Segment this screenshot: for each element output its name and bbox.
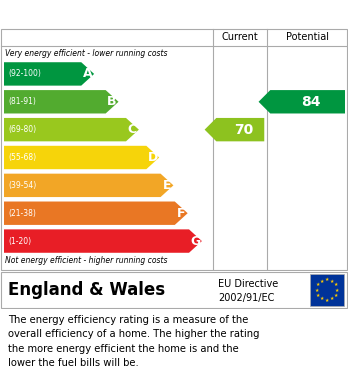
Text: Current: Current <box>222 32 259 42</box>
Text: (39-54): (39-54) <box>8 181 36 190</box>
Text: ★: ★ <box>325 277 329 282</box>
Text: Very energy efficient - lower running costs: Very energy efficient - lower running co… <box>5 49 167 58</box>
Polygon shape <box>4 146 159 169</box>
Text: ★: ★ <box>316 292 320 298</box>
Text: (55-68): (55-68) <box>8 153 36 162</box>
Text: EU Directive: EU Directive <box>218 279 278 289</box>
Text: 2002/91/EC: 2002/91/EC <box>218 292 275 303</box>
Text: ★: ★ <box>320 279 324 283</box>
Polygon shape <box>4 230 202 253</box>
Text: (81-91): (81-91) <box>8 97 36 106</box>
Text: ★: ★ <box>315 287 319 292</box>
Text: ★: ★ <box>325 298 329 303</box>
Polygon shape <box>4 118 139 141</box>
Polygon shape <box>4 201 188 225</box>
Text: The energy efficiency rating is a measure of the
overall efficiency of a home. T: The energy efficiency rating is a measur… <box>8 315 260 368</box>
Polygon shape <box>4 90 119 113</box>
Text: ★: ★ <box>330 279 334 283</box>
Bar <box>310 274 344 306</box>
Text: 70: 70 <box>234 123 253 136</box>
Text: F: F <box>177 207 185 220</box>
Text: Potential: Potential <box>286 32 329 42</box>
Text: ★: ★ <box>334 282 338 287</box>
Text: A: A <box>83 67 93 81</box>
Text: (69-80): (69-80) <box>8 125 36 134</box>
Polygon shape <box>4 62 94 86</box>
Text: ★: ★ <box>320 296 324 301</box>
Text: ★: ★ <box>316 282 320 287</box>
Text: 84: 84 <box>301 95 321 109</box>
Polygon shape <box>205 118 264 141</box>
Text: (21-38): (21-38) <box>8 209 36 218</box>
Polygon shape <box>259 90 345 113</box>
Text: England & Wales: England & Wales <box>8 281 165 299</box>
Text: ★: ★ <box>330 296 334 301</box>
Text: Not energy efficient - higher running costs: Not energy efficient - higher running co… <box>5 256 167 265</box>
Text: (92-100): (92-100) <box>8 70 41 79</box>
Polygon shape <box>4 174 173 197</box>
Text: ★: ★ <box>335 287 339 292</box>
Text: E: E <box>163 179 171 192</box>
Text: D: D <box>148 151 158 164</box>
Text: C: C <box>128 123 137 136</box>
Text: B: B <box>107 95 117 108</box>
Text: Energy Efficiency Rating: Energy Efficiency Rating <box>8 7 218 22</box>
Text: G: G <box>190 235 200 248</box>
Text: (1-20): (1-20) <box>8 237 31 246</box>
Text: ★: ★ <box>334 292 338 298</box>
